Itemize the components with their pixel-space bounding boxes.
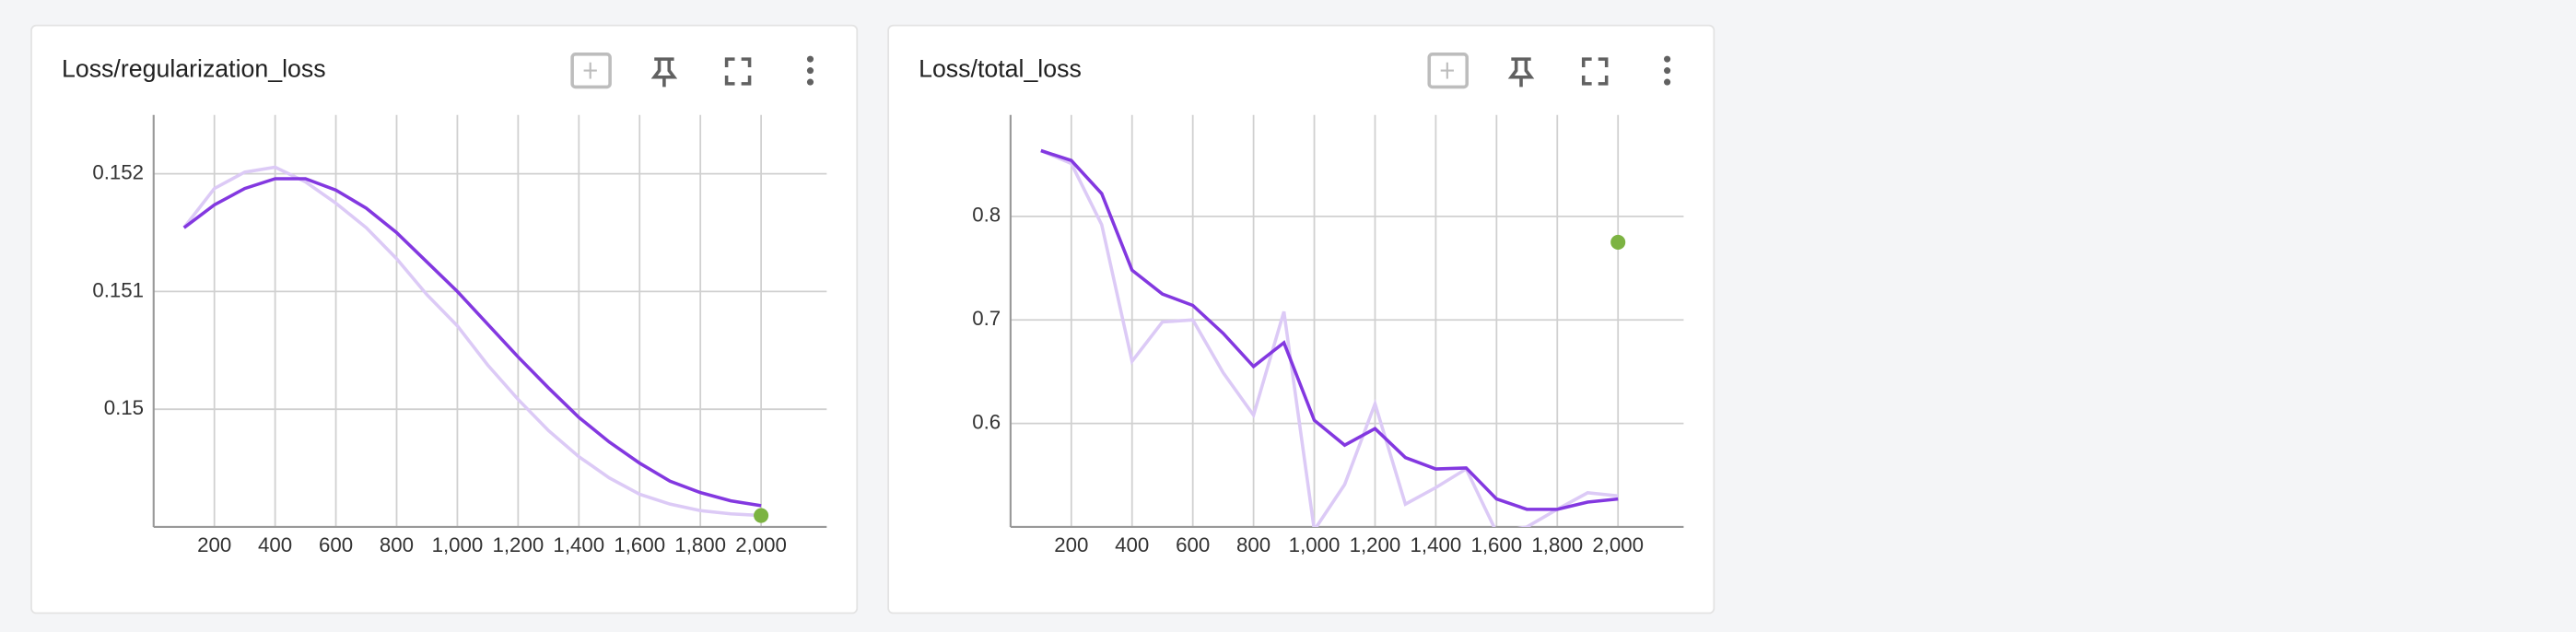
chart-title: Loss/regularization_loss — [62, 55, 326, 83]
series-line — [182, 177, 762, 508]
x-tick-label: 1,600 — [614, 533, 665, 556]
x-tick-label: 600 — [319, 533, 353, 556]
x-tick-label: 1,400 — [1411, 533, 1462, 556]
x-tick-label: 2,000 — [735, 533, 787, 556]
x-tick-label: 1,600 — [1470, 533, 1522, 556]
x-tick-label: 600 — [1176, 533, 1210, 556]
x-tick-label: 200 — [1054, 533, 1088, 556]
chart-card: Loss/total_loss 0.6 0.7 0.8 200 400 600 800 1,00… — [887, 24, 1715, 614]
x-tick-label: 400 — [258, 533, 292, 556]
x-tick-label: 2,000 — [1592, 533, 1644, 556]
x-tick-label: 1,800 — [674, 533, 726, 556]
series-line — [182, 165, 762, 518]
x-tick-label: 1,400 — [553, 533, 604, 556]
series-line — [1040, 148, 1619, 511]
y-tick-label: 0.7 — [972, 307, 1001, 330]
card-background — [30, 24, 859, 614]
data-point — [1610, 234, 1626, 250]
y-tick-label: 0.15 — [104, 396, 144, 419]
x-tick-label: 800 — [1236, 533, 1270, 556]
x-tick-label: 1,200 — [493, 533, 544, 556]
data-point — [754, 508, 769, 523]
x-tick-label: 200 — [197, 533, 231, 556]
y-tick-label: 0.8 — [972, 204, 1001, 227]
x-tick-label: 800 — [380, 533, 414, 556]
chart-title: Loss/total_loss — [919, 55, 1082, 83]
x-tick-label: 1,200 — [1350, 533, 1401, 556]
y-tick-label: 0.151 — [92, 278, 144, 301]
chart-card: Loss/regularization_loss 0.15 0.151 0.152 20… — [30, 24, 859, 614]
x-tick-label: 1,000 — [432, 533, 484, 556]
x-tick-label: 1,800 — [1531, 533, 1583, 556]
y-tick-label: 0.6 — [972, 410, 1001, 433]
y-tick-label: 0.152 — [92, 161, 144, 184]
x-tick-label: 1,000 — [1289, 533, 1341, 556]
x-tick-label: 400 — [1115, 533, 1149, 556]
series-line — [1040, 148, 1619, 527]
